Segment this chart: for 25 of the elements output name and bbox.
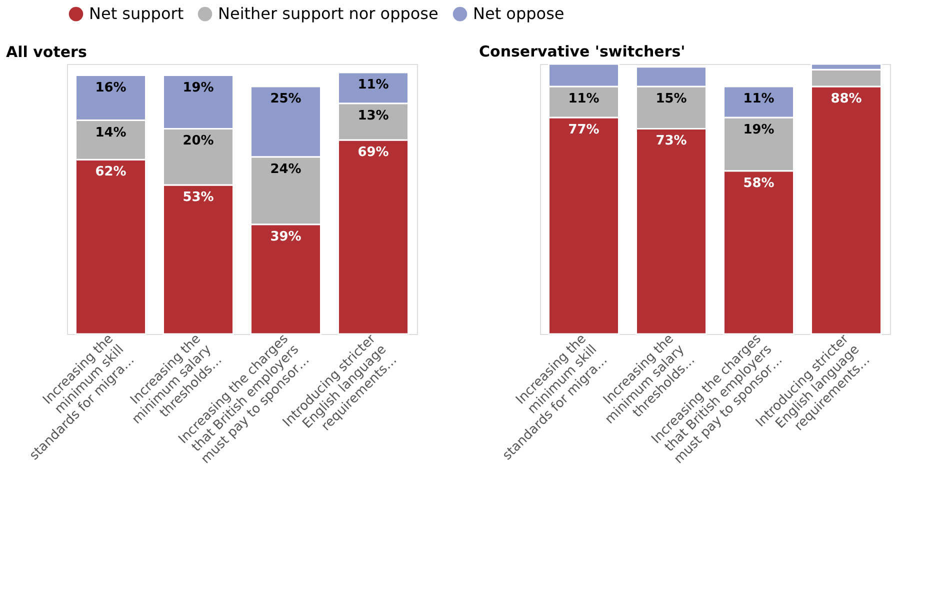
- data-label: 20%: [182, 134, 214, 149]
- data-label: 62%: [95, 164, 126, 180]
- legend-label: Net support: [89, 4, 184, 24]
- data-label: 19%: [182, 80, 214, 96]
- data-label: 14%: [95, 125, 126, 140]
- chart-title: Conservative 'switchers': [479, 42, 686, 60]
- data-label: 77%: [568, 122, 600, 138]
- data-label: 58%: [743, 176, 774, 191]
- data-label: 19%: [743, 122, 774, 138]
- data-label: 25%: [270, 92, 302, 106]
- data-label: 88%: [830, 92, 862, 106]
- data-label: 24%: [270, 162, 302, 177]
- data-label: 39%: [270, 229, 302, 244]
- data-label: 11%: [568, 92, 600, 106]
- data-label: 16%: [95, 80, 126, 96]
- data-label: 69%: [358, 144, 389, 160]
- data-label: 53%: [182, 190, 214, 205]
- data-label: 15%: [656, 92, 687, 106]
- data-label: 73%: [656, 134, 687, 149]
- chart-title: All voters: [6, 43, 87, 61]
- legend-label: Neither support nor oppose: [218, 4, 438, 24]
- data-label: 13%: [358, 108, 389, 124]
- data-label: 11%: [358, 77, 389, 92]
- data-label: 11%: [743, 92, 774, 106]
- legend-label: Net oppose: [473, 4, 564, 24]
